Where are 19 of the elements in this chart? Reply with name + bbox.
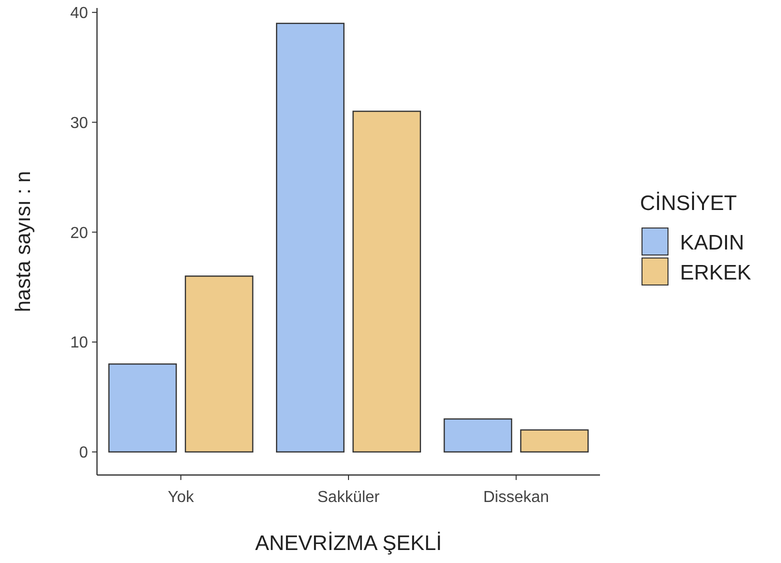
bar (352, 110, 422, 453)
bar (184, 276, 254, 453)
y-tick-label: 20 (70, 224, 88, 242)
bar (276, 22, 345, 453)
x-tick-label: Yok (168, 489, 195, 506)
legend-label: KADIN (680, 231, 744, 254)
legend-label: ERKEK (680, 261, 752, 284)
legend-title: CİNSİYET (640, 191, 738, 215)
y-tick-label: 0 (79, 444, 88, 462)
x-axis-title: ANEVRİZMA ŞEKLİ (255, 531, 442, 555)
y-axis-title: hasta sayısı : n (12, 170, 35, 312)
bar (520, 429, 589, 453)
bar (108, 363, 177, 453)
y-tick-label: 30 (70, 114, 88, 132)
y-tick-label: 10 (70, 334, 88, 352)
bar (444, 418, 512, 453)
x-tick-label: Sakküler (317, 489, 380, 506)
y-tick-label: 40 (70, 4, 88, 22)
x-tick-label: Dissekan (483, 489, 550, 506)
